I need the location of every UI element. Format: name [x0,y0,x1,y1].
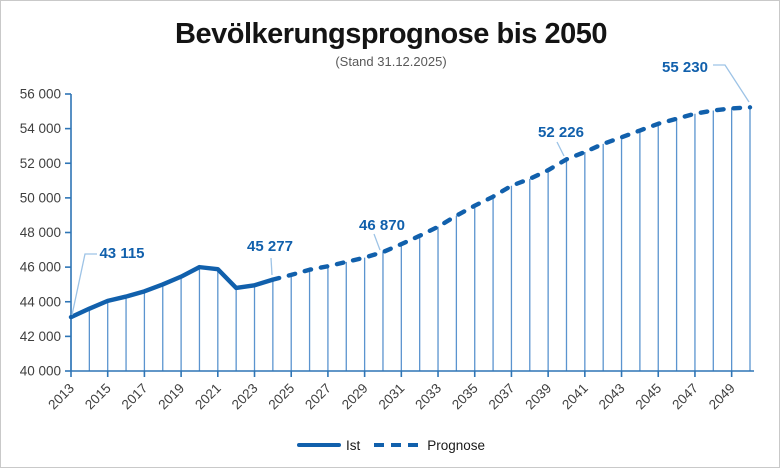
prognose-line [270,105,753,282]
leader-line [270,257,273,276]
y-tick-label: 54 000 [20,121,61,136]
x-tick-label: 2047 [669,381,701,413]
leader-line [373,233,381,251]
x-tick-label: 2031 [376,381,408,413]
x-tick-label: 2043 [596,381,628,413]
x-tick-label: 2029 [339,381,371,413]
leader-line [71,253,97,316]
data-label: 45 277 [247,238,293,255]
chart-legend: Ist Prognose [1,434,780,456]
x-tick-label: 2035 [449,381,481,413]
legend-item-ist: Ist [296,437,361,453]
y-tick-label: 40 000 [20,364,61,379]
legend-label-ist: Ist [345,437,361,453]
y-tick-label: 42 000 [20,329,61,344]
x-tick-label: 2015 [82,381,114,413]
y-tick-label: 52 000 [20,156,61,171]
data-labels: 43 115 45 277 46 870 52 226 55 230 [99,59,707,262]
ist-line [68,264,276,320]
x-tick-labels: 2013 2015 2017 2019 2021 2023 2025 2027 2029 2031… [45,381,738,413]
leader-line [713,64,750,103]
x-tick-label: 2049 [706,381,738,413]
y-tick-label: 56 000 [20,87,61,102]
x-tick-label: 2027 [302,381,334,413]
x-tick-label: 2023 [229,381,261,413]
chart-subtitle: (Stand 31.12.2025) [335,54,447,69]
y-tick-label: 46 000 [20,260,61,275]
data-label: 46 870 [359,217,405,234]
x-tick-label: 2017 [119,381,151,413]
drop-lines [70,107,751,371]
x-tick-label: 2025 [265,381,297,413]
legend-label-prognose: Prognose [427,437,486,453]
x-tick-label: 2045 [633,381,665,413]
data-label: 55 230 [662,59,708,76]
x-tick-label: 2033 [412,381,444,413]
callout-leader-lines [71,64,750,316]
y-tick-label: 48 000 [20,225,61,240]
x-tick-label: 2019 [155,381,187,413]
chart-title: Bevölkerungsprognose bis 2050 [175,18,607,50]
y-tick-label: 50 000 [20,190,61,205]
x-tick-label: 2013 [45,381,77,413]
data-label: 43 115 [99,245,144,262]
leader-line [556,141,565,157]
x-tick-label: 2039 [522,381,554,413]
data-label: 52 226 [538,124,584,141]
axes [65,93,754,377]
x-tick-label: 2041 [559,381,591,413]
x-tick-label: 2037 [486,381,518,413]
population-forecast-chart: 40 000 42 000 44 000 46 000 48 000 50 000 52 0… [20,59,754,413]
legend-line-dashed-icon [374,443,423,447]
legend-line-solid-icon [296,443,341,447]
x-tick-label: 2021 [192,381,224,413]
y-tick-labels: 40 000 42 000 44 000 46 000 48 000 50 000 52 0… [20,87,61,379]
y-tick-label: 44 000 [20,294,61,309]
legend-item-prognose: Prognose [374,438,485,453]
